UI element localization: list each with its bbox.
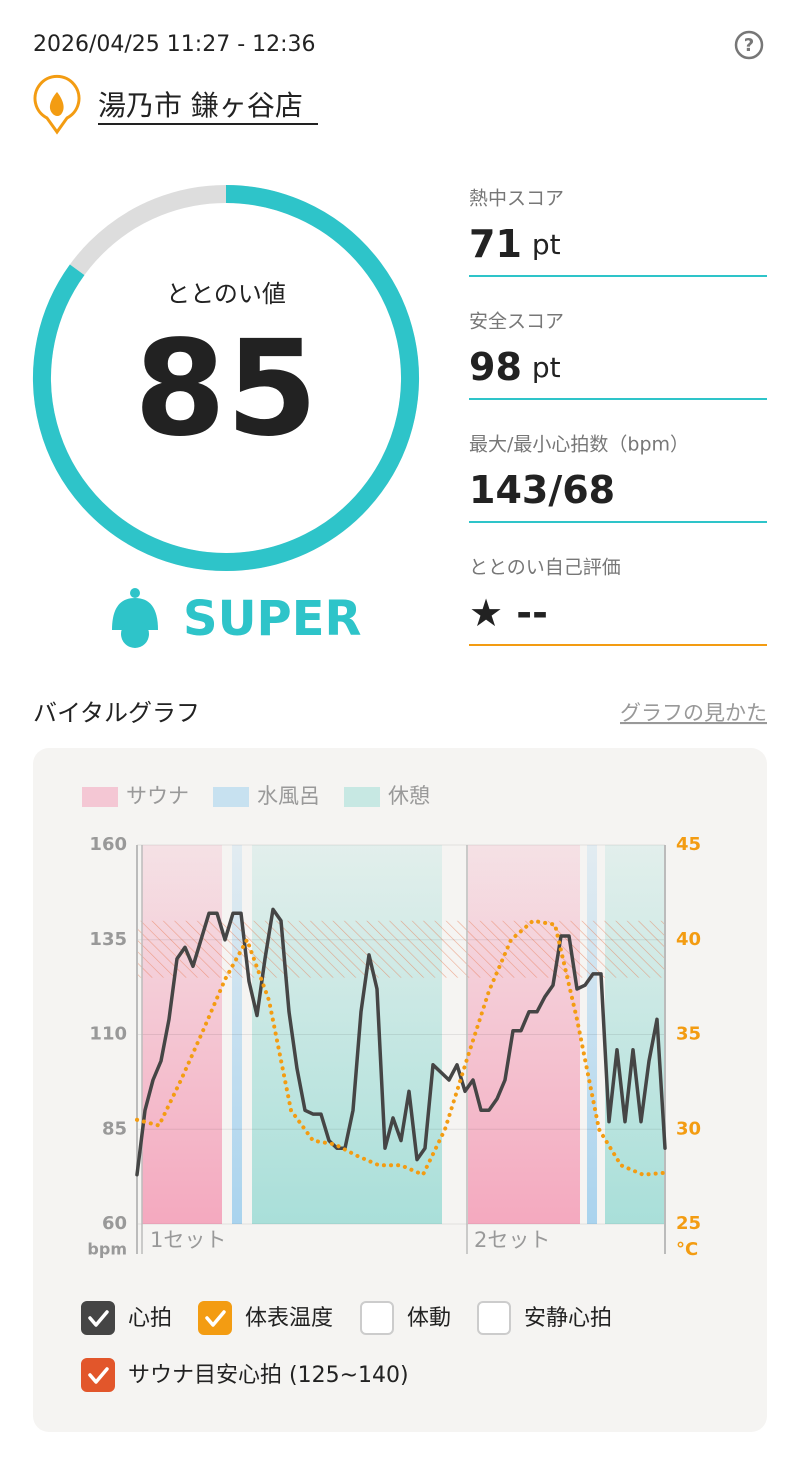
y2-tick-label: 40: [676, 929, 701, 950]
stat-label: 安全スコア: [469, 311, 564, 333]
set-label: 1セット: [150, 1228, 226, 1252]
checkbox-label: 体動: [407, 1306, 451, 1331]
checkbox-label: 心拍: [128, 1306, 172, 1331]
checkbox[interactable]: [81, 1358, 115, 1392]
datetime: 2026/04/25 11:27 - 12:36: [33, 32, 316, 57]
stat-value: ★ --: [469, 591, 548, 635]
y-unit: bpm: [87, 1240, 127, 1259]
y-tick-label: 85: [102, 1118, 127, 1139]
checkbox[interactable]: [81, 1301, 115, 1335]
y2-unit: °C: [676, 1239, 698, 1260]
help-link[interactable]: グラフの見かた: [620, 701, 767, 725]
score-label: ととのい値: [166, 280, 286, 308]
stat-value: 71 pt: [469, 222, 561, 266]
checkbox-label: 安静心拍: [524, 1306, 612, 1331]
zone-band: [142, 845, 222, 1224]
target-zone: [137, 920, 665, 978]
checkbox[interactable]: [477, 1301, 511, 1335]
y-tick-label: 110: [89, 1024, 127, 1045]
stat-number: ★ --: [469, 591, 548, 635]
stat-label: 熱中スコア: [469, 188, 564, 210]
y2-tick-label: 25: [676, 1213, 701, 1234]
stat-number: 98: [469, 345, 522, 389]
stat-unit: pt: [532, 351, 561, 384]
stat-value: 143/68: [469, 468, 615, 512]
section-title: バイタルグラフ: [33, 699, 200, 727]
y2-tick-label: 45: [676, 834, 701, 855]
stat-unit: pt: [532, 228, 561, 261]
rank: SUPER: [183, 591, 361, 647]
checkbox[interactable]: [198, 1301, 232, 1335]
help-icon[interactable]: ?: [734, 30, 764, 60]
legend-label: サウナ: [126, 784, 189, 808]
checkbox-label: サウナ目安心拍 (125~140): [128, 1363, 409, 1388]
zone-band: [468, 845, 580, 1224]
zone-band: [587, 845, 597, 1224]
y-tick-label: 60: [102, 1213, 127, 1234]
y2-tick-label: 30: [676, 1118, 701, 1139]
checkbox[interactable]: [360, 1301, 394, 1335]
store-icon: [33, 74, 81, 135]
score-value: 85: [134, 312, 318, 466]
y-tick-label: 135: [89, 929, 127, 950]
stat-value: 98 pt: [469, 345, 561, 389]
svg-text:?: ?: [744, 35, 754, 56]
rank-icon: [112, 588, 158, 648]
legend-swatch: [82, 787, 118, 807]
legend-swatch: [213, 787, 249, 807]
zone-band: [252, 845, 442, 1224]
stat-label: ととのい自己評価: [469, 557, 621, 579]
checkbox-label: 体表温度: [245, 1306, 333, 1331]
stat-number: 71: [469, 222, 522, 266]
gauge-arc: [33, 185, 419, 571]
set-label: 2セット: [474, 1228, 550, 1252]
series-line: [135, 918, 667, 1177]
legend-label: 休憩: [388, 784, 430, 808]
series-line: [135, 907, 667, 1177]
y-tick-label: 160: [89, 834, 127, 855]
stat-number: 143/68: [469, 468, 615, 512]
zone-band: [232, 845, 242, 1224]
store-name[interactable]: 湯乃市 鎌ヶ谷店: [98, 89, 303, 122]
y2-tick-label: 35: [676, 1024, 701, 1045]
legend-swatch: [344, 787, 380, 807]
stat-label: 最大/最小心拍数（bpm）: [469, 434, 689, 456]
legend-label: 水風呂: [257, 784, 320, 808]
